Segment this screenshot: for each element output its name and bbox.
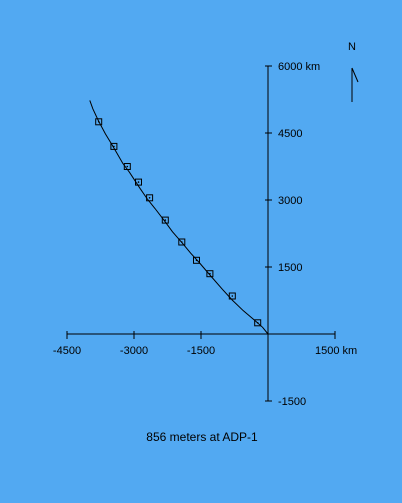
x-tick-label: -4500 — [53, 345, 81, 357]
x-tick-label: -1500 — [187, 345, 215, 357]
chart-tick-labels: -4500 -3000 -1500 1500 km 6000 km 4500 3000 150… — [53, 61, 357, 408]
chart-series — [89, 100, 269, 335]
north-label: N — [348, 41, 356, 53]
series-marker-dot — [137, 181, 140, 183]
series-marker — [95, 118, 103, 126]
y-tick-label: 6000 km — [278, 61, 320, 73]
x-tick-label: -3000 — [120, 345, 148, 357]
chart-caption: 856 meters at ADP-1 — [146, 430, 258, 444]
series-marker-dot — [97, 121, 100, 123]
series-marker-dot — [209, 272, 211, 275]
chart-ticks — [66, 65, 336, 402]
series-marker-dot — [256, 322, 259, 324]
series-marker-dot — [181, 241, 183, 243]
series-marker-dot — [126, 165, 129, 168]
x-tick-label: 1500 km — [315, 345, 357, 357]
north-arrow-head — [351, 67, 359, 83]
series-marker — [254, 319, 262, 327]
y-tick-label: 4500 — [278, 128, 302, 140]
series-marker — [161, 216, 169, 224]
y-tick-label: 1500 — [278, 262, 302, 274]
series-marker — [178, 238, 186, 246]
series-marker-dot — [164, 219, 167, 221]
series-marker — [146, 194, 154, 202]
series-marker-dot — [195, 259, 198, 262]
series-marker-dot — [113, 145, 115, 148]
series-marker — [123, 163, 131, 170]
y-tick-label: -1500 — [278, 396, 306, 408]
series-marker — [206, 270, 214, 278]
series-marker-dot — [231, 295, 234, 297]
series-marker — [110, 142, 118, 150]
series-marker-dot — [148, 197, 151, 199]
y-tick-label: 3000 — [278, 195, 302, 207]
series-track-line — [89, 100, 269, 335]
series-marker — [135, 178, 142, 186]
series-marker — [228, 292, 236, 300]
north-indicator: N — [348, 41, 359, 102]
series-marker — [193, 256, 200, 264]
